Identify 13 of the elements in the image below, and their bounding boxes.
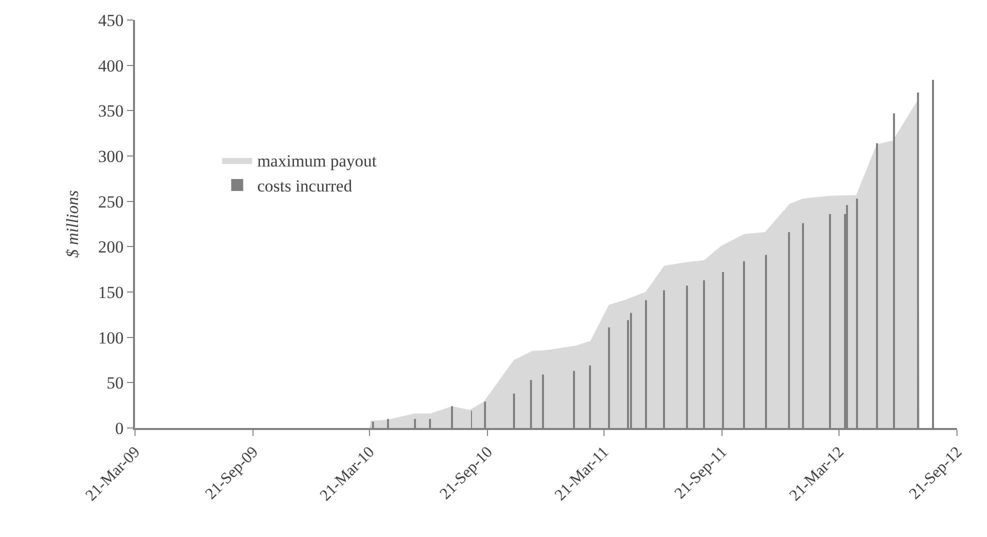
y-tick-label: 150 xyxy=(98,282,124,302)
y-tick-label: 300 xyxy=(98,146,124,166)
y-tick-label: 50 xyxy=(106,374,124,393)
legend-label: maximum payout xyxy=(257,152,377,171)
legend-label: costs incurred xyxy=(257,176,353,196)
y-axis-title: $ millions xyxy=(63,190,82,258)
y-tick-label: 450 xyxy=(98,10,124,30)
y-tick-label: 350 xyxy=(98,102,124,121)
y-tick-label: 250 xyxy=(98,192,124,212)
y-tick-label: 100 xyxy=(98,328,124,348)
y-tick-label: 0 xyxy=(115,418,124,438)
y-tick-label: 200 xyxy=(98,238,124,257)
y-tick-label: 400 xyxy=(98,56,124,76)
